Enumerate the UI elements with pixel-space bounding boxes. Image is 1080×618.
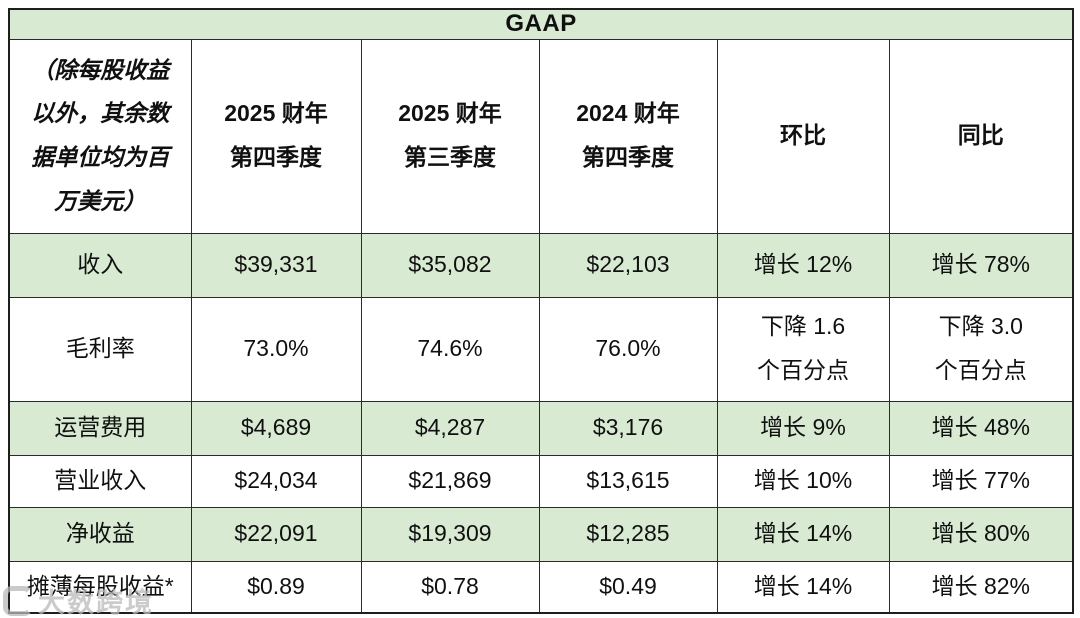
- column-header-fy2024-q4: 2024 财年 第四季度: [538, 38, 718, 234]
- table-row-operating-income: 营业收入 $24,034 $21,869 $13,615 增长 10% 增长 7…: [8, 454, 1074, 508]
- value-cell: 增长 10%: [716, 454, 890, 508]
- value-cell: $0.89: [190, 560, 362, 614]
- units-note-cell: （除每股收益 以外，其余数 据单位均为百 万美元）: [8, 38, 192, 234]
- value-cell: 增长 14%: [716, 560, 890, 614]
- row-label: 毛利率: [8, 296, 192, 402]
- value-cell: $0.78: [360, 560, 540, 614]
- value-cell: 增长 48%: [888, 400, 1074, 456]
- value-cell: 增长 82%: [888, 560, 1074, 614]
- row-label: 净收益: [8, 506, 192, 562]
- column-header-yoy: 同比: [888, 38, 1074, 234]
- value-cell: $24,034: [190, 454, 362, 508]
- value-cell: $39,331: [190, 232, 362, 298]
- table-row-net-income: 净收益 $22,091 $19,309 $12,285 增长 14% 增长 80…: [8, 506, 1074, 562]
- table-row-gross-margin: 毛利率 73.0% 74.6% 76.0% 下降 1.6 个百分点 下降 3.0…: [8, 296, 1074, 402]
- table-header-row: （除每股收益 以外，其余数 据单位均为百 万美元） 2025 财年 第四季度 2…: [8, 38, 1074, 234]
- value-cell: 增长 12%: [716, 232, 890, 298]
- row-label: 营业收入: [8, 454, 192, 508]
- value-cell: $22,103: [538, 232, 718, 298]
- value-cell: 增长 9%: [716, 400, 890, 456]
- column-header-qoq: 环比: [716, 38, 890, 234]
- value-cell: $35,082: [360, 232, 540, 298]
- row-label: 收入: [8, 232, 192, 298]
- gaap-financial-table: GAAP （除每股收益 以外，其余数 据单位均为百 万美元） 2025 财年 第…: [8, 8, 1075, 614]
- value-cell: 增长 77%: [888, 454, 1074, 508]
- table-title: GAAP: [8, 8, 1074, 40]
- value-cell: $0.49: [538, 560, 718, 614]
- table-row-revenue: 收入 $39,331 $35,082 $22,103 增长 12% 增长 78%: [8, 232, 1074, 298]
- value-cell: $22,091: [190, 506, 362, 562]
- value-cell: 增长 78%: [888, 232, 1074, 298]
- value-cell: 下降 3.0 个百分点: [888, 296, 1074, 402]
- value-cell: 增长 14%: [716, 506, 890, 562]
- value-cell: $3,176: [538, 400, 718, 456]
- value-cell: $19,309: [360, 506, 540, 562]
- column-header-fy2025-q3: 2025 财年 第三季度: [360, 38, 540, 234]
- value-cell: $12,285: [538, 506, 718, 562]
- value-cell: 73.0%: [190, 296, 362, 402]
- value-cell: $4,689: [190, 400, 362, 456]
- value-cell: 下降 1.6 个百分点: [716, 296, 890, 402]
- table-row-diluted-eps: 摊薄每股收益* $0.89 $0.78 $0.49 增长 14% 增长 82%: [8, 560, 1074, 614]
- value-cell: $4,287: [360, 400, 540, 456]
- value-cell: $13,615: [538, 454, 718, 508]
- value-cell: 74.6%: [360, 296, 540, 402]
- table-title-row: GAAP: [8, 8, 1074, 40]
- table-row-operating-expenses: 运营费用 $4,689 $4,287 $3,176 增长 9% 增长 48%: [8, 400, 1074, 456]
- value-cell: $21,869: [360, 454, 540, 508]
- column-header-fy2025-q4: 2025 财年 第四季度: [190, 38, 362, 234]
- value-cell: 76.0%: [538, 296, 718, 402]
- row-label: 摊薄每股收益*: [8, 560, 192, 614]
- row-label: 运营费用: [8, 400, 192, 456]
- value-cell: 增长 80%: [888, 506, 1074, 562]
